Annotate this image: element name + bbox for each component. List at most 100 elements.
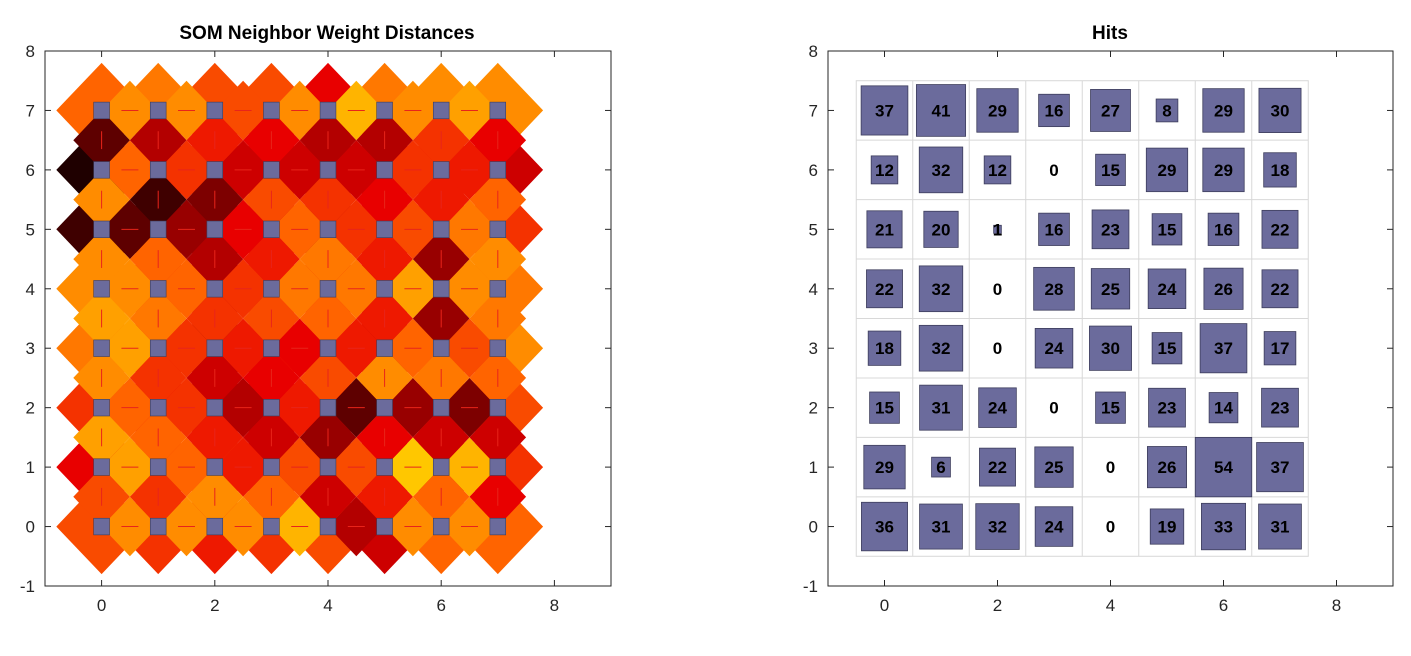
- left-y-tick-label: 5: [26, 220, 35, 239]
- hit-count-label: 28: [1045, 280, 1064, 299]
- hit-box: [975, 503, 1020, 550]
- right-y-tick-label: 5: [809, 220, 818, 239]
- hit-box: [915, 84, 967, 137]
- neuron-square: [149, 280, 167, 298]
- hit-box: [919, 384, 963, 431]
- right-y-tick-label: 2: [809, 399, 818, 418]
- right-x-tick-label: 4: [1106, 596, 1115, 615]
- left-chart-title: SOM Neighbor Weight Distances: [179, 23, 474, 44]
- hit-box: [870, 155, 899, 185]
- neuron-square: [376, 399, 393, 417]
- hit-count-label: 8: [1162, 101, 1171, 120]
- neuron-square: [206, 339, 224, 357]
- hit-box: [863, 444, 906, 490]
- hit-box: [1194, 436, 1253, 498]
- neuron-square: [263, 220, 280, 238]
- hit-box: [861, 501, 908, 552]
- left-y-tick-label: 3: [26, 339, 35, 358]
- hit-count-label: 22: [875, 280, 894, 299]
- neuron-square: [319, 339, 337, 357]
- neuron-square: [432, 399, 450, 417]
- hit-box: [993, 224, 1002, 234]
- neuron-square: [319, 220, 337, 238]
- hit-box: [976, 88, 1019, 133]
- right-y-tick-label: 4: [809, 280, 818, 299]
- hit-count-label: 31: [932, 399, 951, 418]
- neuron-square: [319, 517, 337, 536]
- hit-box: [918, 146, 964, 194]
- hit-count-label: 22: [1271, 220, 1290, 239]
- hit-count-label: 24: [1158, 280, 1177, 299]
- hit-count-label: 19: [1158, 518, 1177, 537]
- hit-count-label: 36: [875, 518, 894, 537]
- right-x-tick-label: 0: [880, 596, 889, 615]
- neuron-square: [149, 220, 167, 238]
- neuron-square: [93, 280, 110, 298]
- hit-count-label: 33: [1214, 518, 1233, 537]
- hit-count-label: 29: [1158, 161, 1177, 180]
- left-x-tick-label: 4: [323, 596, 332, 615]
- neuron-square: [263, 458, 280, 476]
- hit-count-label: 15: [1158, 220, 1177, 239]
- hit-box: [918, 324, 964, 372]
- neuron-square: [93, 220, 110, 238]
- neuron-square: [432, 339, 450, 357]
- left-y-tick-label: 7: [26, 101, 35, 120]
- hit-box: [1090, 89, 1131, 132]
- left-y-tick-label: 1: [26, 458, 35, 477]
- right-y-tick-label: 6: [809, 161, 818, 180]
- neuron-square: [489, 399, 507, 417]
- hit-box: [1095, 153, 1126, 186]
- hit-box: [860, 85, 909, 136]
- hit-count-label: 41: [932, 101, 951, 120]
- hit-box: [1261, 269, 1299, 309]
- hit-count-label: 24: [1045, 518, 1064, 537]
- hit-box: [1208, 392, 1239, 424]
- hit-count-label: 0: [1049, 399, 1058, 418]
- hit-count-label: 37: [1271, 458, 1290, 477]
- neuron-square: [149, 339, 167, 357]
- hit-count-label: 0: [1106, 518, 1115, 537]
- hit-count-label: 32: [988, 518, 1007, 537]
- hit-box: [923, 210, 959, 248]
- hit-box: [1091, 209, 1130, 250]
- right-y-tick-label: 8: [809, 42, 818, 61]
- neuron-square: [432, 161, 450, 179]
- hit-box: [931, 456, 951, 478]
- neuron-square: [432, 220, 450, 238]
- hit-count-label: 32: [932, 161, 951, 180]
- hit-count-label: 26: [1214, 280, 1233, 299]
- neuron-square: [489, 458, 507, 476]
- hit-count-label: 22: [988, 458, 1007, 477]
- hit-box: [1033, 266, 1075, 311]
- hit-box: [1263, 331, 1297, 366]
- hit-box: [918, 265, 964, 313]
- neuron-square: [376, 339, 393, 357]
- neuron-square: [319, 161, 337, 179]
- neuron-square: [149, 399, 167, 417]
- hit-box: [1263, 152, 1297, 188]
- hit-count-label: 30: [1101, 339, 1120, 358]
- hit-count-label: 25: [1101, 280, 1120, 299]
- neuron-square: [432, 280, 450, 298]
- right-x-tick-label: 8: [1332, 596, 1341, 615]
- hit-count-label: 54: [1214, 458, 1233, 477]
- hit-box: [1038, 212, 1070, 246]
- neuron-square: [432, 101, 450, 120]
- hit-box: [1038, 93, 1070, 128]
- hit-box: [1261, 387, 1299, 428]
- left-y-tick-label: -1: [20, 577, 35, 596]
- right-chart-title: Hits: [1092, 23, 1128, 44]
- hit-count-label: 18: [1271, 161, 1290, 180]
- neuron-square: [489, 339, 507, 357]
- hit-count-label: 24: [1045, 339, 1064, 358]
- hit-count-label: 15: [875, 399, 894, 418]
- neuron-square: [93, 339, 110, 357]
- hit-box: [1199, 323, 1248, 374]
- hit-box: [983, 155, 1012, 185]
- hit-box: [1207, 212, 1240, 246]
- hit-box: [919, 503, 963, 550]
- hit-box: [1151, 213, 1183, 246]
- hit-count-label: 15: [1101, 399, 1120, 418]
